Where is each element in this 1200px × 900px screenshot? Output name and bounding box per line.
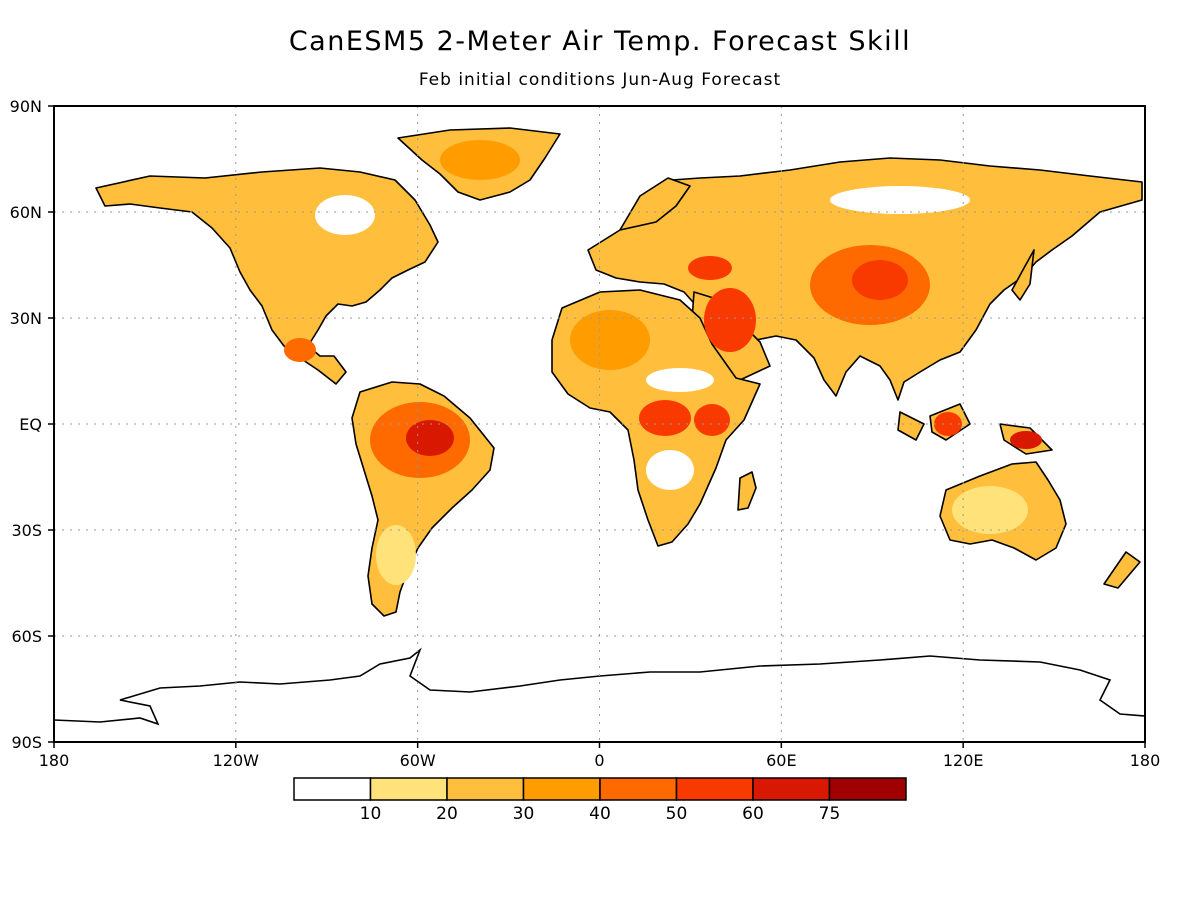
lat-tick-label: 60N xyxy=(10,203,42,222)
hotspot-borneo xyxy=(934,412,962,436)
lowskill-sahel xyxy=(646,368,714,392)
lowskill-siberia xyxy=(830,186,970,214)
lowskill-south-africa xyxy=(646,450,694,490)
hotspot-sahara xyxy=(570,310,650,370)
lat-tick-label: 90S xyxy=(11,733,42,752)
scandinavia xyxy=(619,177,691,231)
lat-tick-label: 30S xyxy=(11,521,42,540)
colorbar-label: 60 xyxy=(742,804,764,824)
lat-tick-label: EQ xyxy=(19,415,42,434)
hotspot-greenland xyxy=(440,140,520,180)
colorbar-label: 40 xyxy=(589,804,611,824)
lon-tick-label: 180 xyxy=(39,751,70,770)
colorbar-swatch xyxy=(446,777,525,801)
map-area xyxy=(54,127,1145,726)
madagascar xyxy=(737,471,757,511)
map-subtitle: Feb initial conditions Jun-Aug Forecast xyxy=(418,70,782,90)
colorbar-swatch xyxy=(752,777,831,801)
lon-tick-label: 0 xyxy=(594,751,604,770)
map-title: CanESM5 2-Meter Air Temp. Forecast Skill xyxy=(288,26,912,57)
colorbar-swatch xyxy=(522,777,601,801)
lon-tick-label: 120E xyxy=(943,751,984,770)
japan xyxy=(1011,249,1035,301)
colorbar-label: 50 xyxy=(666,804,688,824)
hotspot-east-africa xyxy=(694,404,730,436)
lowskill-hudson xyxy=(315,195,375,235)
antarctica-coastline xyxy=(54,647,1145,726)
colorbar-label: 20 xyxy=(436,804,458,824)
colorbar-label: 10 xyxy=(360,804,382,824)
colorbar-swatch xyxy=(675,777,754,801)
north-america xyxy=(95,167,439,385)
colorbar-swatch xyxy=(828,777,907,801)
lat-tick-label: 90N xyxy=(10,97,42,116)
hotspot-black-sea xyxy=(688,256,732,280)
new-zealand xyxy=(1103,551,1141,589)
grid-lines xyxy=(54,106,1145,742)
lat-tick-labels: 90N 60N 30N EQ 30S 60S 90S xyxy=(10,97,54,752)
colorbar-label: 30 xyxy=(513,804,535,824)
hotspot-amazon-core xyxy=(406,420,454,456)
lon-tick-label: 120W xyxy=(213,751,260,770)
land-masses xyxy=(95,127,1143,617)
hotspot-mexico xyxy=(284,338,316,362)
lowskill-argentina xyxy=(376,525,416,585)
hotspot-central-africa xyxy=(639,400,691,436)
hotspot-arabia xyxy=(704,288,756,352)
colorbar-swatch xyxy=(369,777,448,801)
lon-tick-label: 180 xyxy=(1130,751,1161,770)
colorbar-swatch xyxy=(293,777,372,801)
lowskill-australia xyxy=(952,486,1028,534)
skill-hotspots xyxy=(284,140,1042,585)
colorbar: 10 20 30 40 50 60 75 xyxy=(293,777,907,824)
lon-tick-label: 60W xyxy=(400,751,436,770)
colorbar-label: 75 xyxy=(819,804,841,824)
hotspot-new-guinea xyxy=(1010,431,1042,449)
lat-tick-label: 30N xyxy=(10,309,42,328)
hotspot-tibet xyxy=(852,260,908,300)
lon-tick-label: 60E xyxy=(766,751,796,770)
colorbar-swatch xyxy=(599,777,678,801)
lon-tick-labels: 180 120W 60W 0 60E 120E 180 xyxy=(39,742,1161,770)
lat-tick-label: 60S xyxy=(11,627,42,646)
